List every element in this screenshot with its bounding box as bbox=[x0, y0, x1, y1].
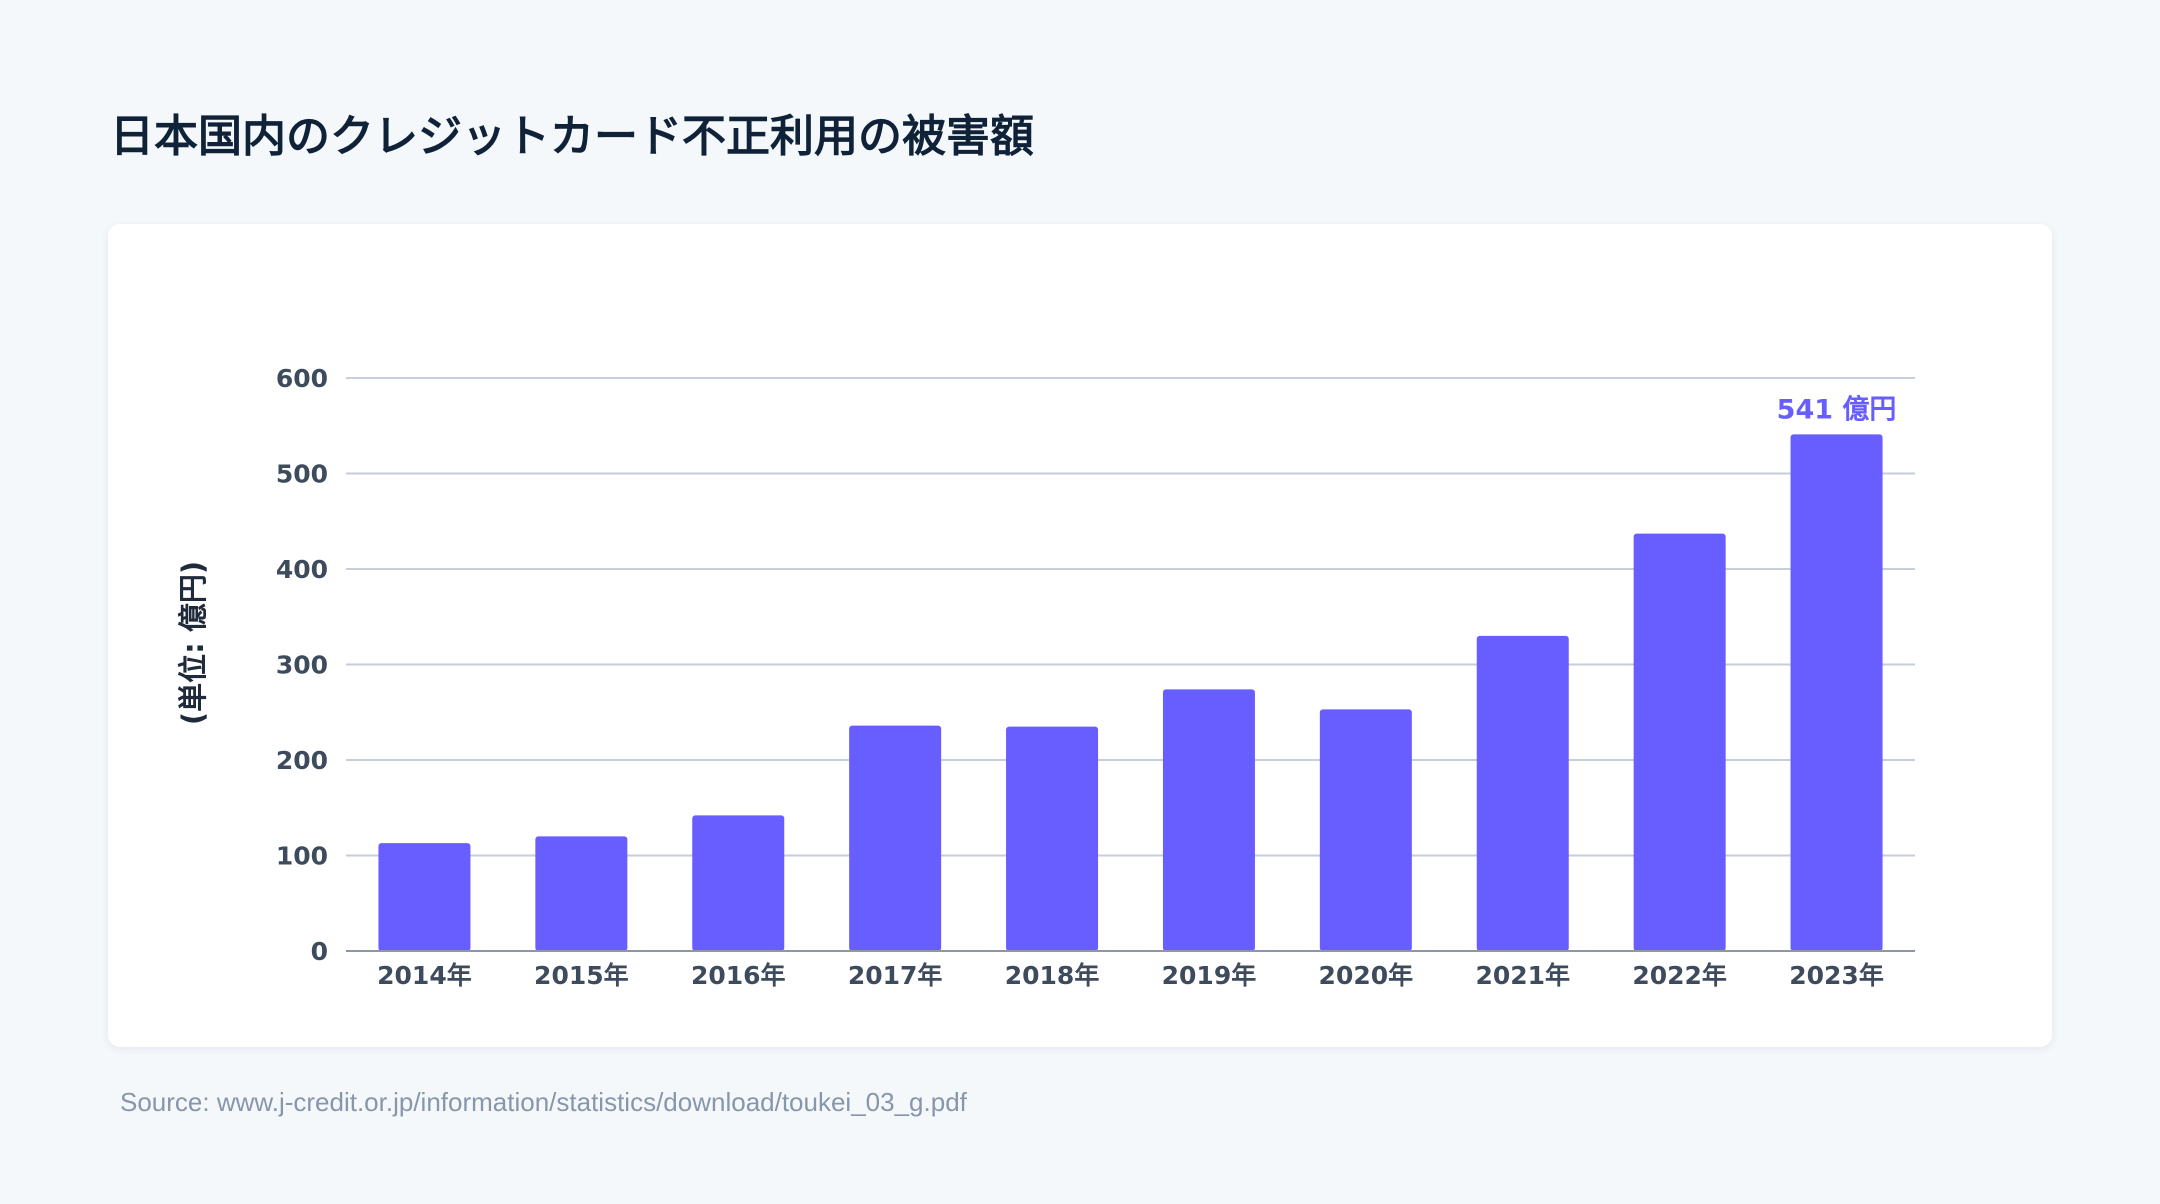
bar-2022年 bbox=[1633, 533, 1726, 951]
y-tick-label: 600 bbox=[276, 364, 328, 393]
y-tick-label: 0 bbox=[311, 937, 328, 966]
data-label: 541 億円 bbox=[1777, 394, 1897, 425]
bar-2023年 bbox=[1790, 434, 1883, 952]
bar-2019年 bbox=[1162, 689, 1255, 951]
bar-2018年 bbox=[1006, 726, 1099, 951]
y-axis-label: (単位: 億円) bbox=[176, 561, 210, 725]
x-tick-label: 2022年 bbox=[1632, 961, 1727, 990]
x-tick-label: 2017年 bbox=[848, 961, 943, 990]
x-tick-label: 2021年 bbox=[1475, 961, 1570, 990]
x-tick-label: 2018年 bbox=[1005, 961, 1100, 990]
bar-2016年 bbox=[692, 815, 785, 951]
x-tick-label: 2015年 bbox=[534, 961, 629, 990]
y-tick-label: 400 bbox=[276, 555, 328, 584]
y-tick-label: 300 bbox=[276, 651, 328, 680]
bar-2020年 bbox=[1319, 709, 1412, 951]
bar-2014年 bbox=[378, 843, 471, 951]
x-tick-label: 2023年 bbox=[1789, 961, 1884, 990]
bar-2017年 bbox=[849, 725, 942, 951]
y-tick-label: 200 bbox=[276, 746, 328, 775]
y-tick-label: 500 bbox=[276, 460, 328, 489]
x-tick-label: 2016年 bbox=[691, 961, 786, 990]
y-tick-label: 100 bbox=[276, 842, 328, 871]
x-tick-label: 2020年 bbox=[1319, 961, 1414, 990]
bar-2021年 bbox=[1476, 635, 1569, 951]
source-note: Source: www.j-credit.or.jp/information/s… bbox=[120, 1087, 967, 1117]
page-title: 日本国内のクレジットカード不正利用の被害額 bbox=[110, 111, 1034, 162]
x-tick-label: 2019年 bbox=[1162, 961, 1257, 990]
x-tick-label: 2014年 bbox=[377, 961, 472, 990]
bar-2015年 bbox=[535, 836, 628, 951]
